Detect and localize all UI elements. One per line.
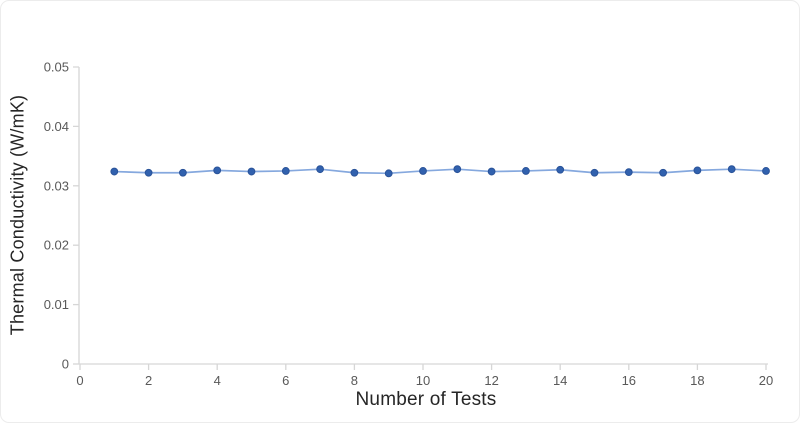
y-tick-label: 0.03 bbox=[44, 178, 69, 193]
y-tick-label: 0.04 bbox=[44, 119, 69, 134]
x-tick-label: 12 bbox=[484, 373, 498, 388]
data-point-marker bbox=[556, 165, 565, 174]
y-axis-title: Thermal Conductivity (W/mK) bbox=[7, 94, 28, 336]
data-point-marker bbox=[727, 165, 736, 174]
x-tick-label: 8 bbox=[351, 373, 358, 388]
y-tick-label: 0.02 bbox=[44, 238, 69, 253]
data-point-marker bbox=[281, 167, 290, 175]
data-point-marker bbox=[659, 168, 667, 177]
x-tick-label: 0 bbox=[76, 373, 83, 388]
data-point-marker bbox=[522, 167, 530, 175]
data-point-marker bbox=[213, 166, 222, 175]
data-point-marker bbox=[762, 167, 770, 175]
data-point-marker bbox=[419, 167, 427, 175]
x-tick-label: 4 bbox=[214, 373, 221, 388]
data-point-marker bbox=[487, 167, 496, 176]
y-tick-label: 0.05 bbox=[44, 60, 69, 75]
data-point-marker bbox=[144, 168, 153, 177]
data-point-marker bbox=[693, 166, 702, 175]
x-tick-label: 14 bbox=[553, 373, 567, 388]
data-point-marker bbox=[624, 168, 633, 177]
x-tick-label: 20 bbox=[759, 373, 773, 388]
y-tick-label: 0 bbox=[62, 357, 69, 372]
x-tick-label: 16 bbox=[622, 373, 636, 388]
data-point-marker bbox=[247, 167, 256, 176]
data-point-marker bbox=[453, 165, 462, 174]
data-point-marker bbox=[350, 168, 359, 177]
data-point-marker bbox=[384, 169, 393, 178]
data-point-marker bbox=[590, 168, 599, 177]
x-tick-label: 10 bbox=[416, 373, 430, 388]
x-tick-label: 6 bbox=[282, 373, 289, 388]
x-axis-title: Number of Tests bbox=[355, 389, 497, 410]
y-tick-label: 0.01 bbox=[44, 297, 69, 312]
data-point-marker bbox=[110, 167, 119, 176]
data-point-marker bbox=[316, 165, 325, 174]
x-tick-label: 2 bbox=[145, 373, 152, 388]
series-line bbox=[114, 168, 767, 175]
data-point-marker bbox=[179, 168, 187, 177]
x-tick-label: 18 bbox=[690, 373, 704, 388]
